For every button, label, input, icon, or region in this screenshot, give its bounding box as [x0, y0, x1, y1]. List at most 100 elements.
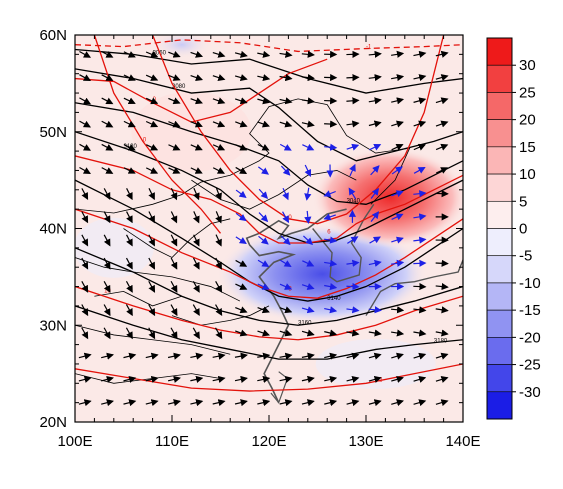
wind-vector: [302, 260, 315, 267]
wind-vector: [301, 375, 315, 383]
wind-vector: [346, 375, 360, 383]
wind-vector: [123, 352, 137, 360]
wind-vector: [215, 211, 222, 224]
y-axis-label: 40N: [39, 221, 67, 238]
wind-vector: [123, 120, 136, 128]
wind-vector: [101, 167, 114, 174]
wind-vector: [258, 212, 269, 223]
wind-vector: [235, 283, 248, 290]
wind-vector: [368, 329, 382, 337]
wind-vector: [214, 327, 223, 340]
japan-coastline: [365, 218, 463, 316]
wind-vector: [148, 234, 155, 247]
wind-vector: [193, 234, 200, 247]
wind-vector: [101, 375, 114, 383]
wind-vector: [234, 352, 248, 360]
wind-vector: [413, 74, 427, 82]
wind-vector: [435, 167, 449, 174]
anomaly-contour-label: 10: [104, 288, 111, 294]
wind-vector: [145, 375, 159, 383]
wind-vector: [257, 74, 271, 82]
wind-vector: [235, 329, 248, 337]
wind-vector: [279, 329, 293, 337]
wind-vector: [324, 329, 338, 337]
colorbar-label: 20: [519, 112, 536, 129]
wind-vector: [279, 97, 293, 105]
wind-vector: [368, 306, 382, 314]
wind-vector: [212, 74, 226, 81]
negative-anomaly-east-china: [217, 223, 428, 324]
wind-vector: [282, 187, 289, 201]
wind-vector: [123, 399, 137, 407]
wind-vector: [257, 259, 270, 268]
wind-vector: [123, 51, 136, 58]
anomaly-contour-3: [75, 208, 463, 299]
negative-anomaly-west: [75, 217, 154, 278]
wind-vector: [413, 213, 427, 221]
wind-vector: [190, 50, 204, 58]
wind-vector: [435, 399, 449, 407]
wind-vector: [435, 352, 449, 360]
wind-vector: [324, 120, 338, 128]
wind-vector: [346, 120, 360, 128]
anomaly-contour-4: [75, 285, 463, 341]
wind-vector: [368, 399, 382, 407]
wind-vector: [304, 210, 312, 225]
wind-vector: [145, 51, 159, 58]
colorbar-label: 5: [519, 193, 527, 210]
wind-vector: [349, 163, 356, 177]
wind-vector: [215, 257, 222, 270]
wind-vector: [303, 235, 314, 246]
colorbar-swatch: [486, 309, 513, 338]
wind-vector: [170, 257, 178, 270]
colorbar-swatch: [486, 200, 513, 229]
wind-vector: [279, 352, 293, 360]
wind-vector: [168, 167, 181, 174]
positive-anomaly-northeast: [312, 147, 463, 248]
y-axis-label: 50N: [39, 124, 67, 141]
wind-vector: [391, 375, 404, 383]
wind-vector: [190, 399, 204, 407]
wind-vector: [79, 74, 92, 82]
wind-vector: [413, 352, 427, 360]
wind-vector: [103, 188, 111, 201]
wind-vector: [170, 211, 178, 224]
border-line-4: [171, 305, 270, 326]
colorbar-label: 0: [519, 221, 527, 238]
wind-vector: [235, 189, 247, 199]
wind-vector: [235, 259, 248, 267]
wind-vector: [257, 283, 270, 290]
wind-vector: [346, 143, 360, 151]
wind-vector: [324, 236, 338, 244]
wind-vector: [324, 375, 338, 383]
anomaly-contour-2: [75, 155, 463, 244]
wind-vector: [370, 211, 380, 223]
wind-vector: [346, 306, 360, 314]
wind-vector: [145, 97, 159, 105]
height-contour-label: 3080: [172, 84, 186, 90]
wind-vector: [215, 281, 223, 293]
border-line-3: [123, 218, 231, 259]
wind-vector: [145, 399, 159, 407]
wind-vector: [126, 188, 133, 201]
colorbar-label: -25: [519, 357, 541, 374]
axis-ticks: [74, 34, 464, 423]
colorbar: 30 25 20 15 10 5 0 -5 -10 -15 -20 -25 -30: [486, 37, 541, 420]
wind-vector: [101, 143, 114, 151]
wind-vector: [81, 327, 89, 340]
wind-vector: [81, 188, 89, 201]
wind-vector: [368, 120, 382, 128]
wind-vector: [234, 50, 248, 58]
wind-vector: [101, 120, 114, 128]
wind-vector: [145, 74, 159, 81]
wind-vector: [302, 143, 315, 151]
wind-vector: [413, 399, 427, 407]
wind-vector: [301, 283, 315, 290]
wind-vector: [78, 375, 92, 383]
negative-anomaly-south: [315, 338, 436, 389]
anomaly-contour-label: -1: [366, 45, 372, 51]
wind-vector: [212, 375, 226, 383]
wind-vector: [79, 166, 91, 174]
border-line-2: [75, 324, 231, 355]
